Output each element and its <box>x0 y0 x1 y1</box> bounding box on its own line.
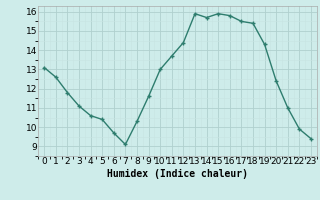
X-axis label: Humidex (Indice chaleur): Humidex (Indice chaleur) <box>107 169 248 179</box>
